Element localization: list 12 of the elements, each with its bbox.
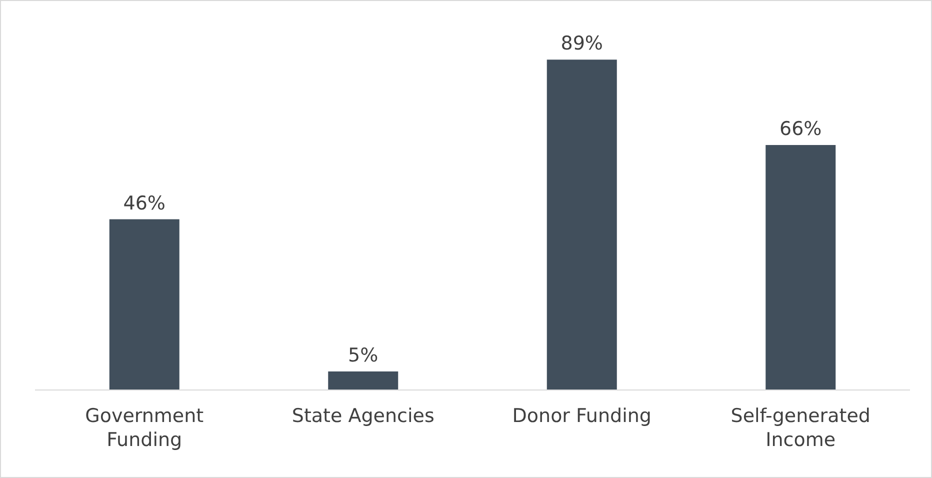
x-tick-label: Government Funding [85,405,204,451]
x-tick-label: Self-generated Income [730,405,870,451]
data-label: 46% [123,192,166,214]
bar [109,219,180,390]
x-tick-label: State Agencies [292,405,434,427]
bar [328,371,398,390]
bar [546,60,617,390]
data-label: 5% [348,344,378,366]
bar [766,145,836,390]
data-label: 89% [560,32,603,55]
data-label: 66% [780,118,822,140]
x-tick-label: Donor Funding [512,405,652,427]
